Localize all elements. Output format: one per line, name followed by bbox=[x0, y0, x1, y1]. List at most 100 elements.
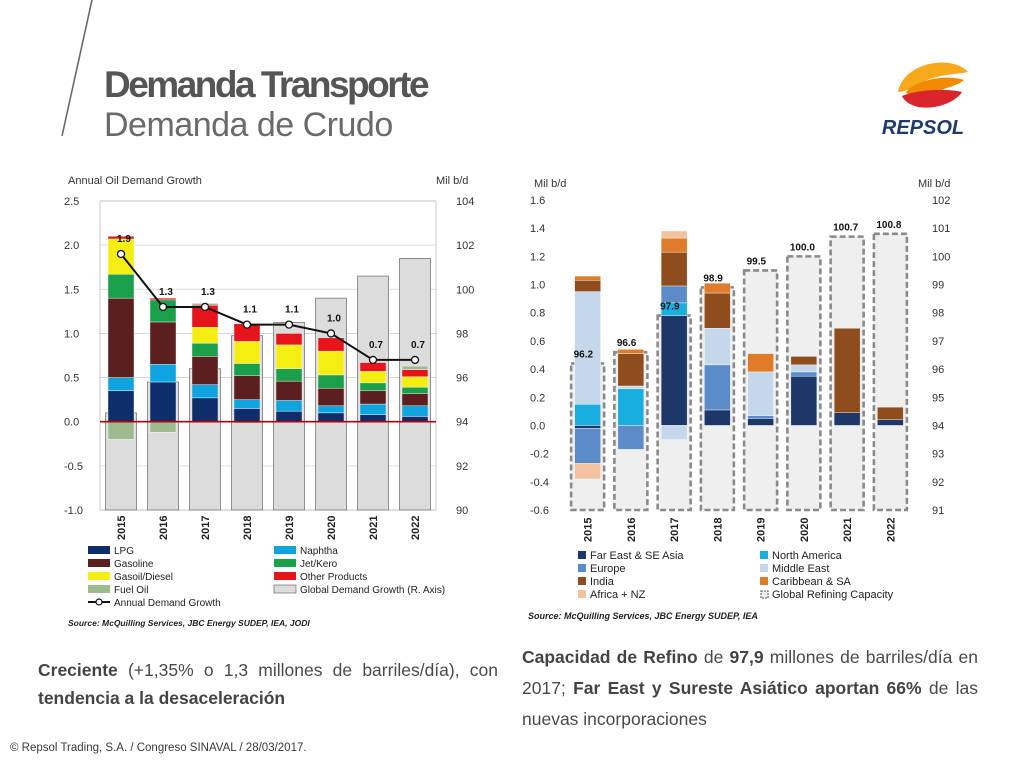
logo-wordmark: REPSOL bbox=[882, 117, 964, 139]
bar-gasoline-2019 bbox=[275, 380, 303, 401]
bar-europe-2018 bbox=[704, 364, 731, 411]
left-caption-bold-2: tendencia a la desaceleración bbox=[38, 688, 286, 708]
x-tick-label: 2016 bbox=[626, 518, 638, 542]
y-tick-label: 0.2 bbox=[530, 392, 545, 404]
bar-gasoline-2018 bbox=[233, 375, 261, 400]
bar-gasoil-diesel-2017 bbox=[191, 327, 219, 344]
bar-middle-east-2018 bbox=[704, 328, 731, 366]
bar-europe-2017 bbox=[660, 285, 688, 304]
chart-source: Source: McQuilling Services, JBC Energy … bbox=[68, 618, 310, 628]
bar-gasoline-2017 bbox=[191, 356, 219, 385]
legend-label: Caribbean & SA bbox=[772, 576, 852, 588]
x-tick-label: 2016 bbox=[158, 516, 170, 540]
y-right-tick-label: 94 bbox=[456, 417, 468, 429]
growth-point-2018 bbox=[242, 320, 252, 329]
x-tick-label: 2022 bbox=[885, 518, 897, 542]
left-caption-text-1: (+1,35% o 1,3 millones de barriles/día),… bbox=[117, 660, 498, 680]
bar-caribbean-sa-2017 bbox=[660, 237, 688, 253]
capacity-label-2020: 100.0 bbox=[790, 242, 815, 253]
bar-middle-east-2019 bbox=[747, 371, 774, 416]
y-tick-label: 1.6 bbox=[530, 195, 545, 207]
bar-lpg-2016 bbox=[149, 381, 177, 422]
y-right-tick-label: 96 bbox=[456, 373, 468, 385]
y-right-tick-label: 97 bbox=[932, 336, 944, 348]
right-axis-unit-label: Mil b/d bbox=[918, 178, 950, 190]
left-caption-bold-1: Creciente bbox=[38, 660, 118, 680]
y-right-tick-label: 93 bbox=[932, 449, 944, 461]
bar-lpg-2020 bbox=[317, 412, 345, 422]
bar-europe-2016 bbox=[617, 425, 645, 450]
legend-swatch bbox=[273, 584, 297, 594]
bar-gasoline-2016 bbox=[149, 321, 177, 365]
bar-other-products-2015 bbox=[107, 236, 135, 240]
growth-label-2020: 1.0 bbox=[327, 313, 341, 324]
legend-swatch bbox=[578, 564, 586, 572]
y-right-tick-label: 90 bbox=[456, 505, 468, 517]
growth-label-2022: 0.7 bbox=[411, 340, 425, 351]
growth-point-2021 bbox=[368, 355, 378, 365]
bar-caribbean-sa-2016 bbox=[617, 349, 645, 354]
legend-swatch bbox=[578, 590, 586, 598]
right-axis-unit-label: Mil b/d bbox=[436, 175, 468, 187]
legend-label: LPG bbox=[114, 546, 134, 557]
y-right-tick-label: 104 bbox=[456, 196, 474, 208]
capacity-label-2019: 99.5 bbox=[747, 256, 767, 267]
x-tick-label: 2019 bbox=[284, 516, 296, 540]
bar-fuel-oil-2022 bbox=[401, 365, 429, 370]
y-tick-label: 1.4 bbox=[530, 223, 545, 235]
legend-label: Other Products bbox=[300, 572, 367, 583]
right-caption-bold-2: 97,9 bbox=[729, 647, 764, 667]
bar-lpg-2015 bbox=[107, 390, 135, 422]
y-right-tick-label: 98 bbox=[932, 308, 944, 320]
y-tick-label: -0.6 bbox=[530, 505, 549, 517]
bar-gasoil-diesel-2021 bbox=[359, 371, 387, 384]
bar-far-east-se-asia-2021 bbox=[833, 412, 861, 426]
y-tick-label: 1.0 bbox=[530, 280, 545, 292]
x-tick-label: 2015 bbox=[116, 516, 128, 540]
right-caption: Capacidad de Refino de 97,9 millones de … bbox=[522, 642, 978, 735]
x-tick-label: 2020 bbox=[326, 516, 338, 540]
x-tick-label: 2017 bbox=[200, 516, 212, 540]
bar-naphtha-2015 bbox=[107, 377, 135, 392]
y-tick-label: 1.0 bbox=[64, 328, 79, 340]
bar-naphtha-2020 bbox=[317, 405, 345, 414]
y-right-tick-label: 100 bbox=[456, 284, 474, 296]
bar-europe-2015 bbox=[574, 428, 601, 464]
right-caption-bold-1: Capacidad de Refino bbox=[522, 647, 698, 667]
legend-label: North America bbox=[772, 550, 843, 562]
bar-far-east-se-asia-2019 bbox=[747, 418, 774, 426]
y-right-tick-label: 99 bbox=[932, 280, 944, 292]
x-tick-label: 2019 bbox=[756, 518, 768, 542]
right-caption-bold-3: Far East y Sureste Asiático aportan 66% bbox=[573, 678, 922, 698]
refining-capacity-chart: Mil b/d Mil b/d 1.6 1.4 1.2 1.0 0.8 0.6 0.4 0.2 0.… bbox=[528, 178, 950, 621]
legend-label: Global Refining Capacity bbox=[772, 589, 894, 601]
bar-africa-nz-2017 bbox=[660, 230, 688, 239]
x-tick-label: 2017 bbox=[669, 518, 681, 542]
bar-jet-kero-2020 bbox=[317, 374, 345, 389]
bar-gasoline-2021 bbox=[359, 390, 387, 405]
x-tick-label: 2022 bbox=[410, 516, 422, 540]
y-tick-label: 2.0 bbox=[64, 240, 79, 252]
bar-europe-2020 bbox=[790, 371, 818, 377]
bar-other-products-2016 bbox=[149, 297, 177, 301]
legend-swatch bbox=[760, 577, 768, 585]
legend-label: Global Demand Growth (R. Axis) bbox=[300, 585, 445, 596]
legend-swatch bbox=[760, 564, 768, 572]
x-tick-label: 2018 bbox=[712, 518, 724, 542]
bar-gasoline-2020 bbox=[317, 387, 345, 407]
y-tick-label: 1.5 bbox=[64, 284, 79, 296]
chart-title: Annual Oil Demand Growth bbox=[68, 175, 202, 187]
y-right-tick-label: 92 bbox=[456, 461, 468, 473]
chart-source: Source: McQuilling Services, JBC Energy … bbox=[528, 611, 758, 621]
bar-naphtha-2016 bbox=[149, 364, 177, 383]
bar-caribbean-sa-2018 bbox=[704, 282, 731, 294]
capacity-label-2022: 100.8 bbox=[876, 220, 901, 231]
bar-other-products-2020 bbox=[317, 337, 345, 352]
growth-label-2016: 1.3 bbox=[159, 287, 173, 298]
bar-jet-kero-2022 bbox=[401, 387, 429, 394]
legend-swatch bbox=[274, 559, 296, 567]
y-tick-label: -1.0 bbox=[64, 505, 83, 517]
growth-point-2020 bbox=[326, 329, 336, 338]
growth-point-2015 bbox=[116, 249, 126, 259]
capacity-label-2017: 97.9 bbox=[660, 302, 680, 313]
